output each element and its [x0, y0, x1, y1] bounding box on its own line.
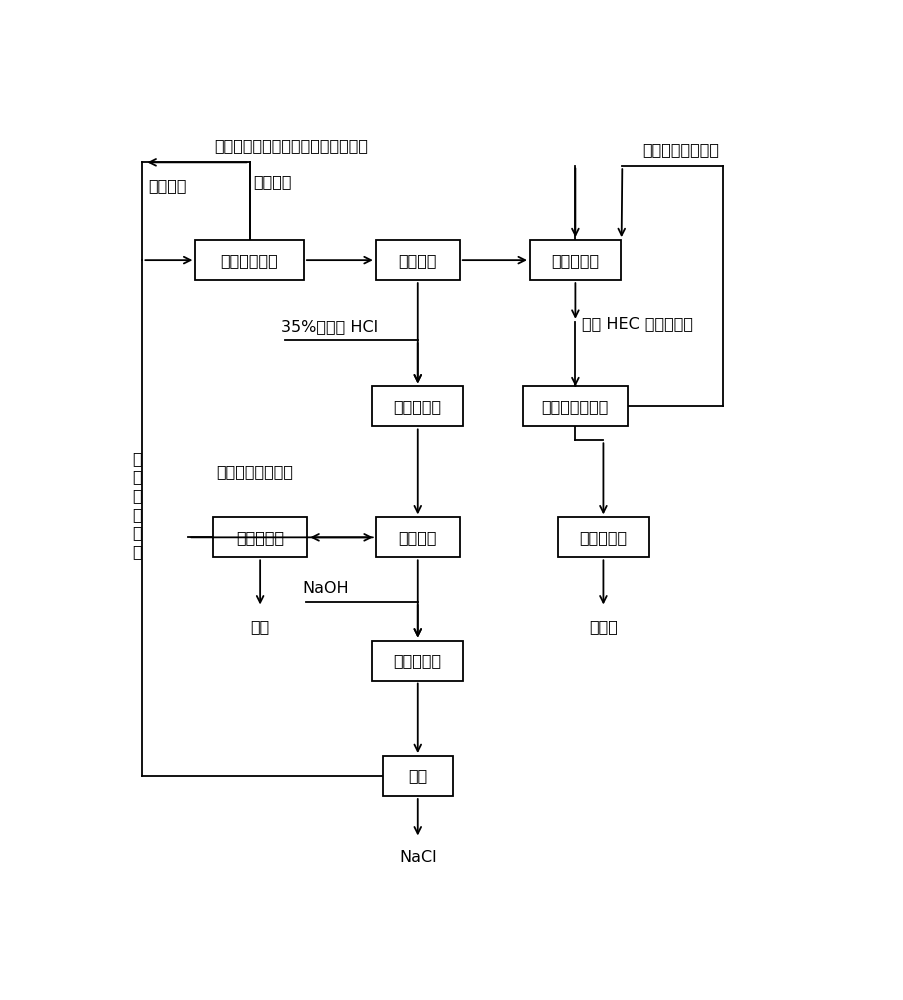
Text: 含异丙醇蒸馏水去配洗涤异丙醇溶液: 含异丙醇蒸馏水去配洗涤异丙醇溶液: [214, 138, 368, 153]
Text: 乙酸: 乙酸: [250, 619, 269, 634]
Text: 蒸馏残液: 蒸馏残液: [148, 178, 186, 193]
Text: 上层液蒸馏: 上层液蒸馏: [236, 530, 284, 545]
Bar: [372, 386, 463, 426]
Bar: [212, 517, 307, 557]
Bar: [376, 240, 460, 280]
Text: 过滤: 过滤: [407, 769, 427, 784]
Text: 回收 HEC 和纤维杂质: 回收 HEC 和纤维杂质: [582, 317, 693, 332]
Bar: [382, 756, 452, 796]
Text: 下层液中和: 下层液中和: [394, 653, 442, 668]
Bar: [522, 386, 628, 426]
Text: 滤
液
继
续
浓
缩: 滤 液 继 续 浓 缩: [132, 451, 142, 559]
Bar: [376, 517, 460, 557]
Text: NaOH: NaOH: [302, 581, 349, 596]
Text: 釜底剩余物: 釜底剩余物: [579, 530, 627, 545]
Text: 二次萃取: 二次萃取: [398, 530, 436, 545]
Text: 单效真空浓缩: 单效真空浓缩: [220, 253, 278, 268]
Text: 上层液过滤: 上层液过滤: [551, 253, 599, 268]
Text: 下层液酸化: 下层液酸化: [394, 399, 442, 414]
Text: 上层液蒸馏分离: 上层液蒸馏分离: [541, 399, 609, 414]
Text: 乙酸乙酯循环使用: 乙酸乙酯循环使用: [216, 464, 293, 479]
Bar: [372, 641, 463, 681]
Bar: [557, 517, 648, 557]
Bar: [529, 240, 620, 280]
Text: NaCl: NaCl: [398, 850, 436, 865]
Text: 一次萃取: 一次萃取: [398, 253, 436, 268]
Bar: [195, 240, 303, 280]
Text: 乙酸乙酯循环使用: 乙酸乙酯循环使用: [641, 142, 718, 157]
Text: 蒸馏残液: 蒸馏残液: [253, 174, 292, 189]
Text: 乙二醇: 乙二醇: [589, 619, 617, 634]
Text: 35%盐酸和 HCl: 35%盐酸和 HCl: [281, 319, 377, 334]
